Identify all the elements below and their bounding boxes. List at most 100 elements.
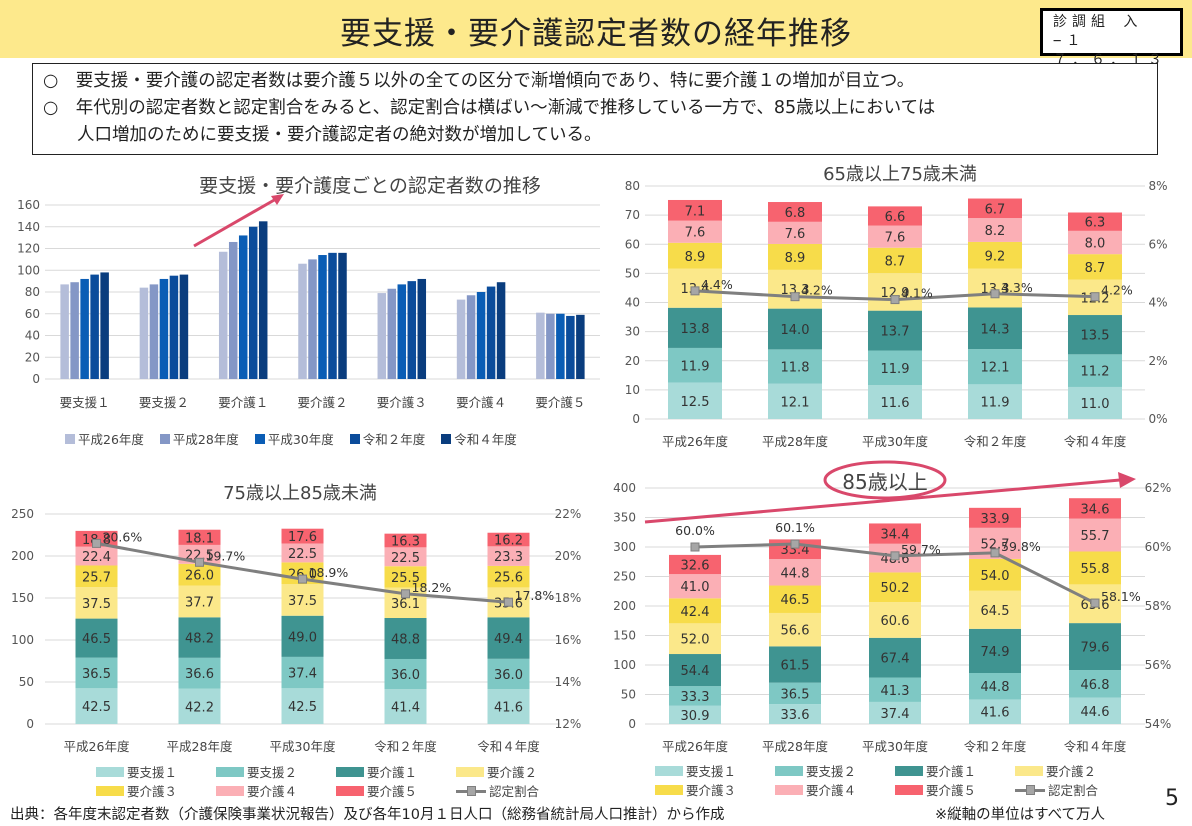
legend-label: 要介護５ — [926, 783, 977, 798]
data-label: 11.2 — [1081, 365, 1110, 380]
data-label: 42.2 — [185, 700, 214, 715]
data-label: 12.1 — [981, 361, 1010, 376]
data-label: 44.8 — [981, 680, 1010, 695]
ratio-label: 19.7% — [206, 548, 246, 563]
legend-label: 平成30年度 — [267, 432, 334, 447]
bar-segment — [1068, 230, 1122, 255]
y-tick-label: 150 — [613, 629, 636, 643]
bar-segment — [1069, 670, 1121, 698]
y-tick-label: 300 — [613, 540, 636, 554]
bar — [407, 281, 417, 379]
y2-tick-label: 18% — [555, 591, 582, 605]
bar-segment — [769, 559, 821, 586]
bar-segment — [281, 543, 324, 563]
data-label: 6.8 — [785, 206, 806, 221]
data-label: 42.5 — [288, 700, 317, 715]
x-tick-label: 令和４年度 — [1064, 434, 1127, 449]
chart3-legend: 要支援１ 要支援２ 要介護１ 要介護２ 要介護３ 要介護４ 要介護５ 認定割合 — [96, 762, 576, 800]
legend-swatch — [254, 433, 265, 444]
document-id-box: 診調組 入−１ ７．６．１３ — [1040, 8, 1183, 68]
legend-swatch — [159, 433, 170, 444]
y-tick-label: 200 — [613, 599, 636, 613]
data-label: 42.5 — [82, 700, 111, 715]
data-label: 14.0 — [781, 323, 810, 338]
data-label: 33.6 — [781, 708, 810, 723]
bar-segment — [1068, 254, 1122, 280]
bar-segment — [968, 241, 1022, 269]
bar-segment — [668, 199, 722, 221]
data-label: 41.4 — [391, 701, 420, 716]
ratio-label: 20.6% — [103, 529, 143, 544]
x-tick-label: 要支援１ — [60, 395, 110, 410]
bar-segment — [487, 658, 530, 690]
y-tick-label: 0 — [32, 372, 40, 386]
y-tick-label: 0 — [26, 717, 34, 731]
y-tick-label: 40 — [625, 296, 640, 310]
bar — [486, 286, 496, 379]
summary-line: ○ 年代別の認定者数と認定割合をみると、認定割合は横ばい～漸減で推移している一方… — [43, 98, 936, 118]
legend-label: 要介護２ — [487, 765, 538, 780]
x-tick-label: 令和２年度 — [964, 739, 1027, 754]
bar-segment — [281, 656, 324, 689]
bar-segment — [869, 572, 921, 603]
bar-segment — [768, 269, 822, 309]
data-label: 33.3 — [681, 690, 710, 705]
data-label: 8.7 — [885, 254, 906, 269]
bar-segment — [669, 623, 721, 655]
bar-segment — [669, 654, 721, 687]
bar-segment — [75, 546, 118, 566]
ratio-label: 60.0% — [675, 523, 715, 538]
data-label: 36.6 — [185, 667, 214, 682]
data-label: 13.5 — [1081, 329, 1110, 344]
data-label: 33.4 — [781, 543, 810, 558]
data-label: 36.5 — [82, 667, 111, 682]
legend-swatch — [456, 766, 484, 777]
bar-segment — [769, 646, 821, 683]
y2-tick-label: 4% — [1148, 296, 1167, 310]
y-tick-label: 80 — [25, 285, 40, 299]
data-label: 8.9 — [785, 251, 806, 266]
legend-swatch — [96, 766, 124, 777]
bar — [169, 275, 179, 379]
data-label: 60.6 — [881, 614, 910, 629]
data-label: 9.2 — [985, 249, 1006, 264]
y-tick-label: 30 — [625, 325, 640, 339]
data-label: 13.3 — [781, 283, 810, 298]
legend-label: 要介護２ — [1046, 764, 1097, 779]
data-label: 36.0 — [494, 668, 523, 683]
data-label: 7.6 — [885, 231, 906, 246]
ratio-label: 18.2% — [412, 580, 452, 595]
bar-segment — [1069, 498, 1121, 519]
data-label: 6.6 — [885, 210, 906, 225]
bar — [328, 252, 337, 379]
bar-segment — [969, 507, 1021, 528]
data-label: 37.5 — [82, 597, 111, 612]
data-label: 7.6 — [685, 226, 706, 241]
bar-segment — [75, 530, 118, 547]
y-tick-label: 10 — [625, 383, 640, 397]
data-label: 54.4 — [681, 664, 710, 679]
chart1-title: 要支援・要介護度ごとの認定者数の推移 — [199, 175, 541, 197]
y-tick-label: 50 — [19, 675, 34, 689]
bar-segment — [768, 243, 822, 270]
bar-segment — [668, 347, 722, 383]
bar-segment — [178, 688, 221, 724]
legend-item: 要介護３ — [655, 780, 775, 799]
y2-tick-label: 0% — [1148, 412, 1167, 426]
data-label: 16.3 — [391, 535, 420, 550]
bar — [476, 292, 486, 379]
data-label: 48.2 — [185, 632, 214, 647]
legend-swatch — [1015, 765, 1043, 776]
data-label: 41.3 — [881, 684, 910, 699]
ratio-marker — [195, 557, 204, 567]
ratio-marker — [690, 542, 700, 552]
bar — [377, 293, 387, 379]
bar-segment — [1069, 518, 1121, 552]
data-label: 61.5 — [781, 658, 810, 673]
bar-segment — [768, 202, 822, 222]
data-label: 30.9 — [681, 709, 710, 724]
x-tick-label: 平成30年度 — [862, 739, 928, 754]
bar-segment — [968, 349, 1022, 385]
legend-item: 平成26年度 — [65, 429, 144, 448]
bar-segment — [669, 598, 721, 624]
